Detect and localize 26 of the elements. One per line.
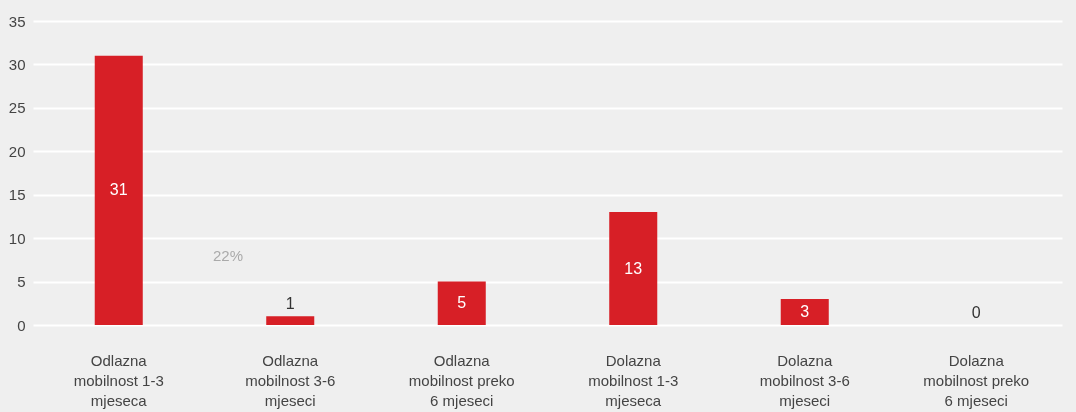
y-tick-label: 25 [8, 99, 26, 117]
y-tick-label: 10 [8, 229, 26, 247]
bar [437, 281, 486, 325]
data-label: 13 [624, 259, 643, 277]
y-tick-label: 5 [17, 273, 26, 291]
x-tick-label: Odlazna mobilnost preko 6 mjeseci [408, 351, 515, 409]
bar [780, 298, 829, 325]
y-tick-label: 15 [8, 186, 26, 204]
x-tick-label: Dolazna mobilnost 1-3 mjeseca [588, 351, 679, 409]
data-label: 0 [971, 304, 981, 321]
y-tick-label: 20 [8, 142, 26, 160]
x-tick-label: Odlazna mobilnost 1-3 mjeseca [73, 351, 164, 409]
x-tick-label: Odlazna mobilnost 3-6 mjeseci [245, 351, 336, 409]
x-tick-label: Dolazna mobilnost 3-6 mjeseci [759, 351, 850, 409]
bar [94, 55, 143, 325]
x-tick-label: Dolazna mobilnost preko 6 mjeseci [923, 351, 1030, 409]
bar [266, 316, 315, 325]
y-tick-label: 0 [17, 316, 26, 334]
y-tick-label: 30 [8, 55, 26, 73]
data-label: 31 [109, 181, 128, 199]
data-label: 1 [285, 295, 295, 313]
annotation: 22% [213, 247, 244, 264]
data-label: 5 [457, 294, 467, 312]
y-tick-label: 35 [8, 12, 26, 30]
data-label: 3 [800, 302, 810, 320]
bar [609, 212, 658, 325]
